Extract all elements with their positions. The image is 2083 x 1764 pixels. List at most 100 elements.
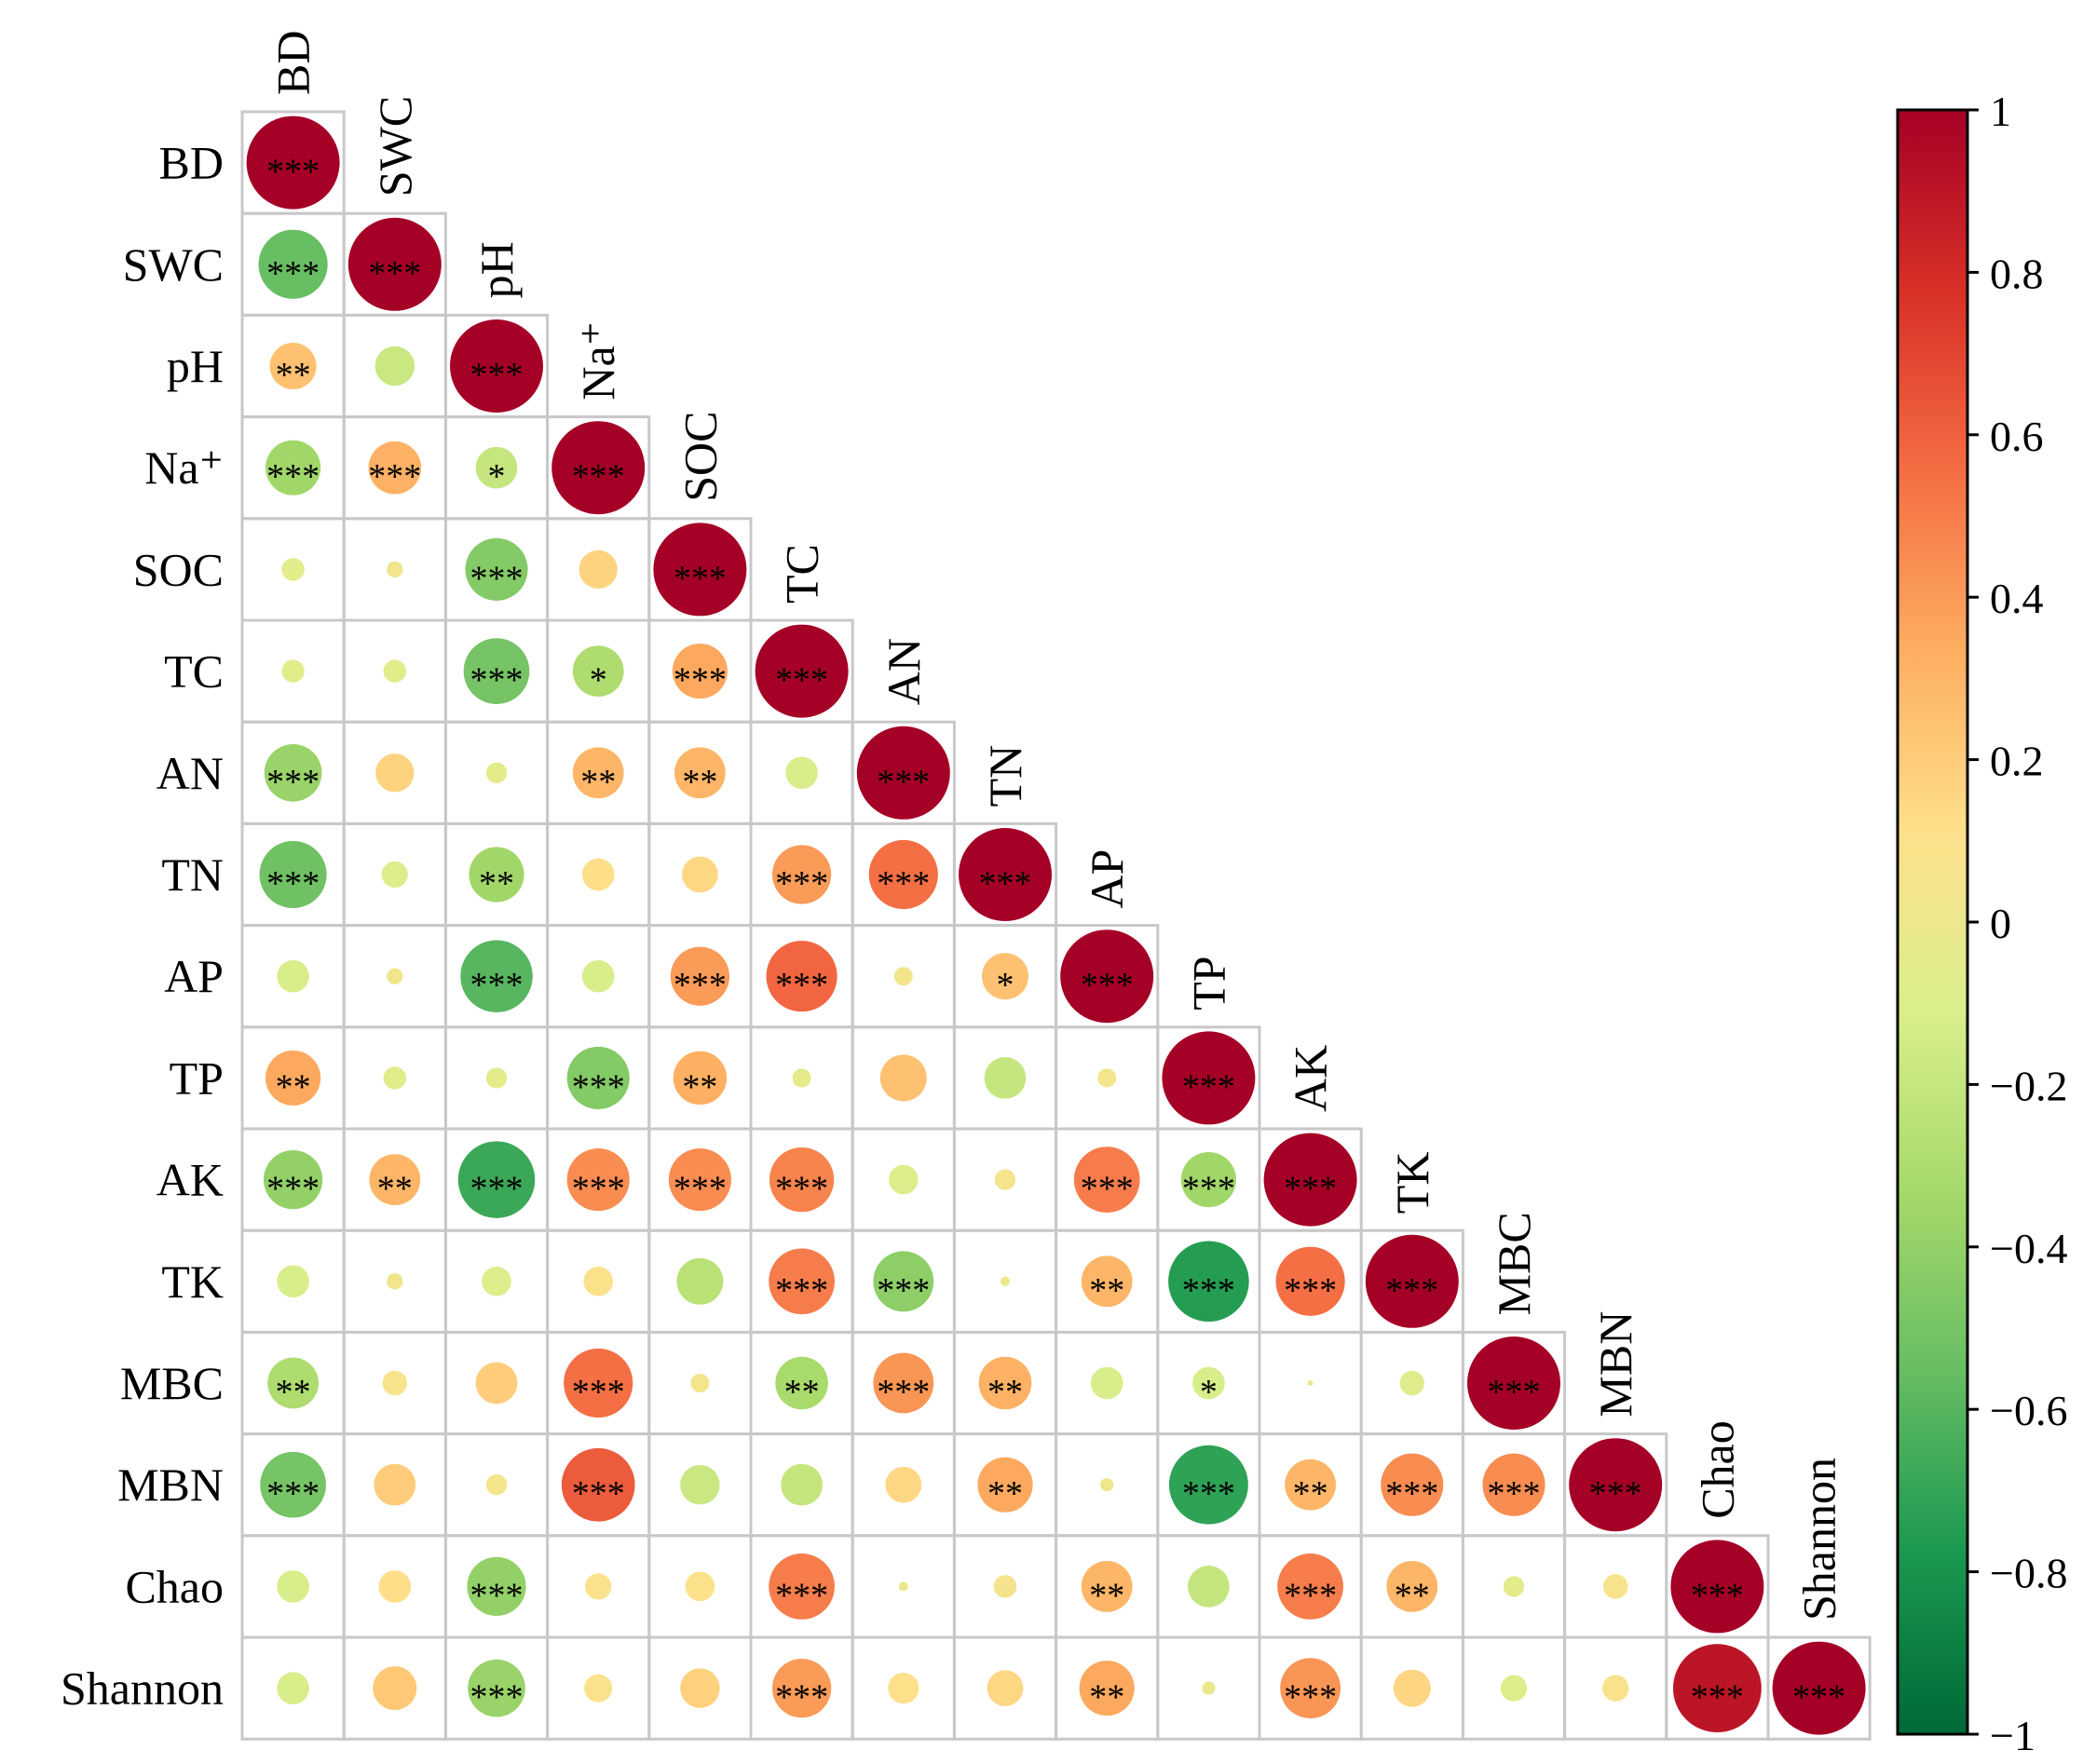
significance-ak-tp: *** [1182, 1170, 1235, 1209]
significance-ap-tn: * [997, 966, 1014, 1005]
corr-circle-swc-swc [347, 217, 442, 311]
significance-na-na: *** [572, 457, 625, 496]
significance-mbc-mbc: *** [1488, 1373, 1541, 1412]
corr-circle-tk-tp [1168, 1241, 1249, 1323]
row-label-an: AN [157, 747, 224, 799]
significance-mbn-na: *** [572, 1474, 625, 1513]
corr-circle-swc-bd [258, 229, 328, 299]
significance-chao-ph: *** [470, 1576, 524, 1615]
corr-circle-tk-swc [387, 1273, 403, 1290]
significance-shannon-ph: *** [470, 1678, 524, 1717]
corr-circle-chao-ph [467, 1556, 526, 1617]
column-label-mbn: MBN [1589, 1311, 1641, 1418]
significance-mbc-na: *** [572, 1373, 625, 1412]
column-label-na: Na⁺ [572, 321, 624, 400]
corr-circle-mbn-ap [1100, 1478, 1114, 1492]
significance-ap-soc: *** [674, 966, 727, 1005]
corr-circle-ap-ph [460, 940, 533, 1012]
corr-circle-bd-bd [246, 115, 340, 210]
corr-circle-mbc-ph [475, 1362, 518, 1404]
row-label-mbn: MBN [117, 1459, 224, 1511]
significance-shannon-ap: ** [1089, 1678, 1124, 1717]
row-label-tn: TN [161, 848, 224, 901]
colorbar-tick-label: −0.6 [1990, 1387, 2067, 1434]
corr-circle-chao-tc [769, 1554, 835, 1620]
significance-ak-ap: *** [1081, 1170, 1134, 1209]
significance-ph-ph: *** [470, 356, 524, 395]
significance-mbn-bd: *** [266, 1474, 320, 1513]
significance-tp-soc: ** [682, 1067, 717, 1106]
row-label-swc: SWC [123, 238, 224, 291]
significance-an-an: *** [877, 763, 930, 802]
colorbar-tick-label: 0.8 [1990, 250, 2044, 297]
significance-tn-ph: ** [479, 864, 514, 903]
corr-circle-tk-tk [1365, 1234, 1459, 1328]
corr-circle-tk-tc [769, 1248, 835, 1315]
corr-circle-soc-na [579, 550, 618, 590]
corr-circle-mbc-tk [1399, 1370, 1425, 1396]
significance-tc-soc: *** [674, 661, 727, 700]
row-label-chao: Chao [125, 1560, 224, 1612]
corr-circle-ph-ph [450, 319, 543, 413]
colorbar-tick-label: 0.6 [1990, 413, 2044, 460]
corr-circle-tk-tn [1001, 1276, 1010, 1286]
significance-tn-an: *** [877, 864, 930, 903]
significance-tp-tp: *** [1182, 1067, 1235, 1106]
significance-mbn-tn: ** [987, 1474, 1023, 1513]
corr-circle-soc-bd [281, 558, 305, 581]
corr-circle-ap-na [581, 959, 615, 993]
corr-circle-chao-chao [1670, 1540, 1764, 1634]
corr-circle-ap-swc [387, 968, 403, 984]
corr-circle-tn-tn [959, 828, 1052, 921]
corr-circle-an-an [856, 726, 950, 820]
corr-circle-tn-tc [771, 845, 832, 904]
column-label-tp: TP [1182, 956, 1234, 1010]
corr-circle-chao-an [898, 1581, 908, 1592]
corr-circle-tc-ph [463, 638, 530, 704]
corr-circle-chao-na [585, 1573, 612, 1600]
significance-ap-ph: *** [470, 966, 524, 1005]
significance-chao-ak: *** [1284, 1576, 1337, 1615]
corr-circle-chao-swc [378, 1570, 412, 1603]
significance-ph-bd: ** [276, 356, 311, 395]
corr-circle-ak-swc [369, 1154, 421, 1205]
corr-circle-an-swc [375, 753, 415, 793]
corr-circle-mbc-ak [1307, 1380, 1314, 1386]
significance-tk-ap: ** [1089, 1271, 1124, 1310]
significance-an-bd: *** [266, 763, 320, 802]
significance-bd-bd: *** [266, 153, 320, 192]
column-label-mbc: MBC [1488, 1212, 1540, 1315]
row-label-ap: AP [164, 950, 224, 1002]
significance-soc-soc: *** [674, 559, 727, 598]
significance-swc-swc: *** [368, 254, 421, 293]
corr-circle-shannon-ap [1079, 1661, 1135, 1717]
corr-circle-ak-tn [994, 1169, 1016, 1190]
corr-circle-tk-soc [676, 1257, 724, 1305]
corr-circle-tc-na [572, 645, 624, 697]
corr-circle-tp-tp [1162, 1031, 1256, 1125]
corr-circle-shannon-mbn [1602, 1675, 1629, 1702]
row-label-bd: BD [159, 137, 224, 189]
significance-mbn-ak: ** [1293, 1474, 1328, 1513]
column-label-an: AN [878, 638, 930, 705]
corr-circle-tn-na [581, 858, 615, 891]
corr-circle-shannon-chao [1672, 1644, 1762, 1733]
row-label-shannon: Shannon [61, 1662, 224, 1715]
significance-na-bd: *** [266, 457, 320, 496]
corr-circle-tc-bd [281, 659, 305, 683]
axis-labels: BD SWC pH Na⁺ SOC TC AN TN AP TP AK TK MBC MBN Chao Sha… [61, 31, 1845, 1715]
corr-circle-mbc-tn [978, 1356, 1032, 1410]
corr-circle-shannon-mbc [1500, 1675, 1528, 1702]
colorbar: 1 0.8 0.6 0.4 0.2 0 −0.2 −0.4 −0.6 −0.8 −1 [1896, 88, 2067, 1759]
significance-tk-tp: *** [1182, 1271, 1235, 1310]
significance-mbn-mbc: *** [1488, 1474, 1541, 1513]
corr-circle-mbn-bd [260, 1451, 326, 1518]
corr-circle-na-na [551, 421, 646, 515]
colorbar-bar [1896, 108, 1969, 1736]
significance-ak-ph: *** [470, 1170, 524, 1209]
corr-circle-tc-swc [383, 659, 407, 683]
row-label-ak: AK [157, 1154, 224, 1206]
corr-circle-chao-ak [1277, 1554, 1343, 1620]
significance-swc-bd: *** [266, 254, 320, 293]
